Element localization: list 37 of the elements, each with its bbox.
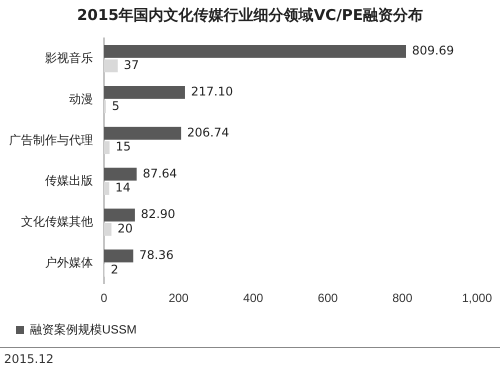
text: 2015.12 bbox=[4, 352, 54, 366]
y-tick-label: 广告制作与代理 bbox=[9, 132, 93, 147]
y-tick-label: 文化传媒其他 bbox=[21, 214, 93, 229]
data-label: 5 bbox=[112, 98, 120, 113]
bar bbox=[104, 250, 134, 262]
x-tick-label: 600 bbox=[318, 291, 338, 306]
data-label: 82.90 bbox=[140, 207, 176, 222]
y-tick-label: 传媒出版 bbox=[45, 174, 93, 188]
y-tick-label: 动漫 bbox=[69, 92, 93, 106]
bar bbox=[104, 126, 182, 140]
data-label: 14 bbox=[115, 180, 131, 195]
bar bbox=[104, 222, 112, 236]
data-label: 206.74 bbox=[187, 125, 230, 140]
data-label: 2 bbox=[110, 262, 118, 276]
bar bbox=[104, 168, 137, 181]
y-tick-label: 影视音乐 bbox=[45, 50, 93, 65]
x-tick-label: 1,000 bbox=[462, 291, 492, 306]
legend-label: 融资案例规模USSM bbox=[30, 322, 137, 336]
data-label: 809.69 bbox=[412, 44, 454, 58]
bar bbox=[104, 86, 185, 99]
data-label: 20 bbox=[117, 222, 133, 236]
data-label: 87.64 bbox=[142, 166, 178, 180]
bar bbox=[104, 45, 406, 58]
x-tick-label: 200 bbox=[168, 291, 189, 306]
chart-title: 2015年国内文化传媒行业细分领域VC/PE融资分布 bbox=[76, 6, 424, 25]
data-label: 78.36 bbox=[139, 248, 174, 262]
data-label: 37 bbox=[124, 58, 140, 72]
bar bbox=[104, 208, 135, 222]
x-tick-label: 800 bbox=[392, 291, 413, 306]
bar bbox=[104, 59, 118, 72]
bar bbox=[104, 141, 110, 154]
data-label: 15 bbox=[116, 140, 131, 154]
x-tick-label: 0 bbox=[100, 291, 108, 306]
y-tick-label: 户外媒体 bbox=[45, 255, 93, 270]
x-tick-label: 400 bbox=[243, 291, 264, 306]
data-label: 217.10 bbox=[190, 84, 233, 99]
bar bbox=[104, 182, 110, 195]
